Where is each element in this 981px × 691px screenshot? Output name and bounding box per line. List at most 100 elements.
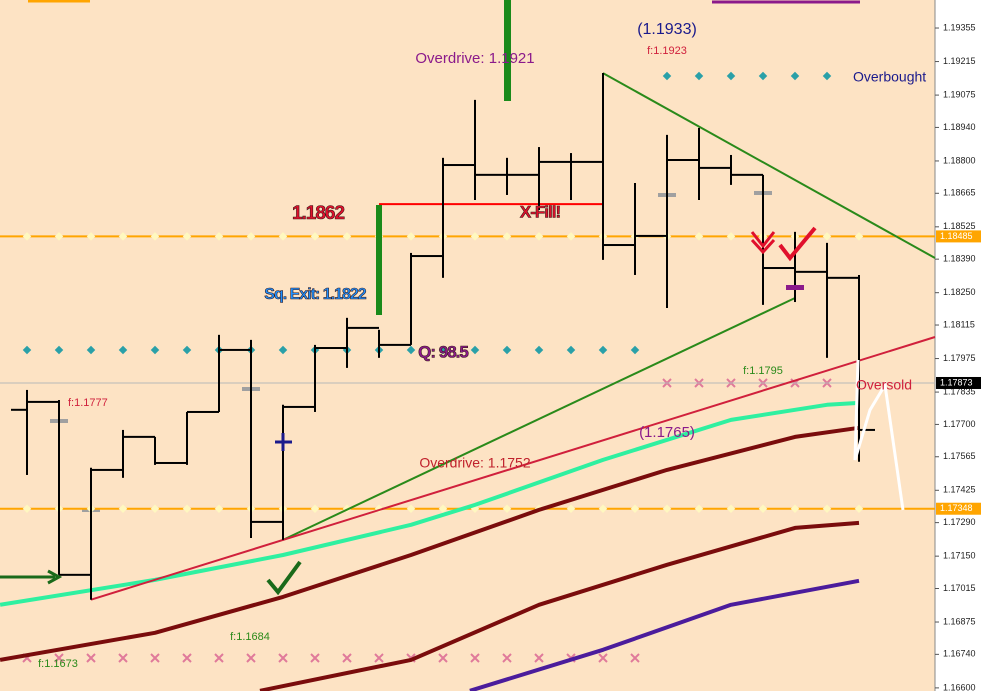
y-tick-label: 1.17015 [943,583,976,593]
annotation: X-Fill! [520,202,561,221]
moving-average [259,520,860,691]
cross-marker [438,653,448,663]
dot-marker [598,504,608,513]
dot-marker [182,232,192,241]
dot-marker [406,504,416,513]
trend-line [282,297,796,541]
dot-marker [854,504,864,513]
y-tick-label: 1.19355 [943,22,976,32]
arrow [0,569,63,585]
y-tick-label: 1.17150 [943,551,976,561]
y-tick-label: 1.18115 [943,319,975,329]
moving-average [469,578,860,691]
price-marker-label: 1.17873 [940,377,973,387]
moving-average [0,400,860,607]
check-mark [266,560,302,596]
dot-marker [662,504,672,513]
dot-marker [598,345,608,355]
y-tick-label: 1.17700 [943,419,976,429]
dot-marker [406,345,416,355]
y-tick-label: 1.16600 [943,682,976,691]
dot-marker [118,345,128,355]
annotation: f:1.1684 [230,631,270,643]
dot-marker [86,232,96,241]
moving-average [0,425,860,662]
dot-marker [278,232,288,241]
cross-marker [342,653,352,663]
y-tick-label: 1.19075 [943,89,976,99]
plot-background [0,0,935,691]
y-tick-label: 1.17835 [943,386,976,396]
annotation: Overdrive: 1.1752 [419,455,530,471]
y-tick-label: 1.17425 [943,485,976,495]
overlay: (1.1933) f:1.1923 Overdrive: 1.1921 Overbou… [0,0,926,670]
dot-marker [22,345,32,355]
dot-marker [214,504,224,513]
cross-marker [310,653,320,663]
cross-marker [246,653,256,663]
annotation: Oversold [856,377,912,393]
dot-marker [438,504,448,513]
dot-marker [694,504,704,513]
dot-marker [278,345,288,355]
dot-marker [118,232,128,241]
y-tick-label: 1.16875 [943,616,976,626]
dot-marker [246,232,256,241]
cross-marker [502,653,512,663]
dot-marker [342,232,352,241]
dot-marker [630,504,640,513]
dot-marker [470,345,480,355]
annotation: Q: 98.5 [418,342,468,361]
y-tick-label: 1.19215 [943,56,976,66]
annotation: 1.1862 [292,203,345,224]
dot-marker [54,345,64,355]
plus-mark [275,433,292,451]
dot-marker [310,232,320,241]
annotation: Overdrive: 1.1921 [415,50,534,67]
y-tick-label: 1.16740 [943,649,976,659]
price-marker-label: 1.17348 [940,503,973,513]
dot-marker [502,232,512,241]
dot-marker [502,345,512,355]
y-tick-label: 1.18940 [943,122,976,132]
cross-marker [86,653,96,663]
cross-marker [374,653,384,663]
dot-marker [534,345,544,355]
price-marker-box [936,230,981,243]
y-tick-label: 1.17290 [943,517,976,527]
dot-marker [22,504,32,513]
annotation: (1.1933) [637,21,697,38]
dot-marker [182,345,192,355]
price-marker-box [936,502,981,515]
dot-marker [150,232,160,241]
cross-marker [54,653,64,663]
dot-marker [310,504,320,513]
dot-marker [150,504,160,513]
annotation: Sq. Exit: 1.1822 [264,286,366,303]
annotation: f:1.1795 [743,365,783,377]
cross-marker [630,653,640,663]
annotation: f:1.1923 [647,45,687,57]
axis-background [935,0,981,691]
dot-marker [86,345,96,355]
cross-marker [150,653,160,663]
y-tick-label: 1.17975 [943,353,976,363]
y-tick-label: 1.18665 [943,188,976,198]
annotation: f:1.1673 [38,658,78,670]
dot-marker [150,345,160,355]
cross-marker [470,653,480,663]
cross-marker [598,653,608,663]
cross-marker [534,653,544,663]
annotation: (1.1765) [639,424,695,441]
dot-marker [566,504,576,513]
price-marker-box [936,376,981,389]
y-tick-label: 1.18525 [943,221,976,231]
dot-marker [790,504,800,513]
cross-marker [214,653,224,663]
trend-line [90,336,936,601]
dot-marker [214,232,224,241]
dot-marker [406,232,416,241]
dot-marker [470,232,480,241]
